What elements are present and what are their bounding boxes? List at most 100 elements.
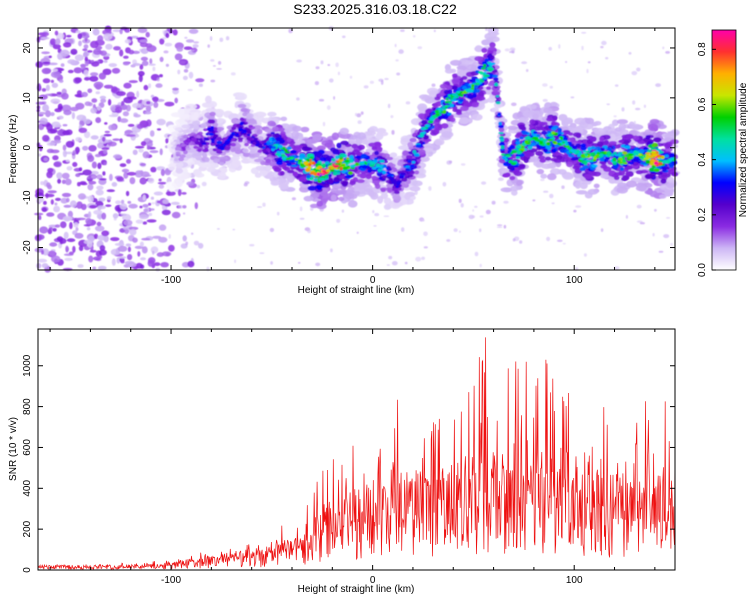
- spectrogram-noise-blob: [474, 205, 478, 208]
- spectrogram-ridge-blob: [327, 178, 334, 184]
- spectrogram-ridge-blob: [411, 160, 416, 164]
- spectrogram-noise-blob: [575, 205, 582, 208]
- spectrogram-noise-blob: [94, 225, 105, 232]
- spectrogram-noise-blob: [90, 170, 99, 175]
- spectrogram-noise-blob: [144, 111, 152, 115]
- spectrogram-ridge-blob: [272, 133, 279, 138]
- spectrogram-noise-blob: [139, 162, 146, 167]
- spectrogram-ridge-blob: [655, 171, 663, 176]
- spectrogram-noise-blob: [472, 209, 475, 212]
- spectrogram-ridge-blob: [471, 113, 483, 121]
- spectrogram-ridge-blob: [444, 101, 449, 104]
- spectrogram-noise-blob: [142, 204, 149, 208]
- spectrogram-noise-blob: [51, 121, 61, 128]
- spectrogram-noise-blob: [93, 233, 99, 239]
- spectrogram-ridge-blob: [594, 146, 601, 151]
- spectrogram-noise-blob: [543, 190, 549, 193]
- spectrogram-noise-blob: [182, 75, 188, 81]
- spectrogram-noise-blob: [126, 159, 131, 164]
- spectrogram-noise-blob: [60, 221, 67, 229]
- spectrogram-ridge-blob: [576, 149, 580, 154]
- spectrogram-noise-blob: [639, 222, 645, 225]
- spectrogram-noise-blob: [190, 50, 195, 52]
- spectrogram-noise-blob: [157, 181, 167, 185]
- spectrogram-noise-blob: [119, 163, 127, 168]
- spectrogram-ridge-blob: [176, 180, 183, 188]
- spectrogram-noise-blob: [120, 213, 127, 216]
- spectrogram-noise-blob: [291, 197, 296, 201]
- spectrogram-ridge-blob: [237, 103, 247, 108]
- spectrogram-ridge-blob: [193, 145, 199, 149]
- spectrogram-ridge-blob: [459, 117, 470, 125]
- spectrogram-ridge-blob: [332, 171, 338, 176]
- spectrogram-noise-blob: [182, 205, 187, 209]
- spectrogram-noise-blob: [479, 228, 482, 233]
- spectrogram-ridge-blob: [444, 68, 454, 74]
- spectrogram-ridge-blob: [336, 142, 342, 149]
- spectrogram-noise-blob: [101, 212, 107, 220]
- spectrogram-noise-blob: [92, 28, 100, 36]
- spectrogram-noise-blob: [98, 72, 106, 80]
- spectrogram-ridge-blob: [331, 132, 340, 141]
- spectrogram-ridge-blob: [529, 143, 537, 147]
- spectrogram-ridge-blob: [563, 117, 574, 125]
- spectrogram-noise-blob: [159, 148, 163, 156]
- spectrogram-ridge-blob: [398, 145, 410, 150]
- spectrogram-ridge-blob: [292, 125, 302, 132]
- spectrogram-ridge-blob: [257, 149, 263, 153]
- spectrogram-ridge-blob: [186, 140, 191, 143]
- spectrogram-noise-blob: [565, 61, 568, 63]
- spectrogram-ridge-blob: [231, 156, 240, 161]
- spectrogram-noise-blob: [88, 211, 92, 219]
- spectrogram-ridge-blob: [664, 143, 671, 149]
- spectrogram-ridge-blob: [254, 111, 267, 118]
- spectrogram-ridge-blob: [515, 179, 523, 186]
- spectrogram-noise-blob: [101, 147, 110, 151]
- spectrogram-noise-blob: [99, 178, 107, 181]
- spectrogram-ridge-blob: [563, 136, 568, 141]
- spectrogram-noise-blob: [96, 185, 104, 190]
- spectrogram-noise-blob: [62, 130, 71, 136]
- spectrogram-noise-blob: [103, 33, 113, 40]
- spectrogram-ridge-blob: [456, 65, 467, 70]
- spectrogram-ridge-blob: [570, 145, 578, 149]
- spectrogram-noise-blob: [46, 182, 51, 188]
- spectrogram-noise-blob: [458, 230, 461, 233]
- spectrogram-noise-blob: [171, 201, 180, 205]
- spectrogram-noise-blob: [57, 106, 64, 110]
- spectrogram-ridge-blob: [530, 104, 537, 110]
- spectrogram-ridge-blob: [626, 133, 634, 139]
- spectrogram-noise-blob: [600, 45, 604, 49]
- spectrogram-noise-blob: [34, 212, 44, 216]
- spectrogram-noise-blob: [270, 261, 273, 265]
- spectrogram-noise-blob: [87, 183, 94, 191]
- spectrogram-noise-blob: [146, 45, 157, 53]
- spectrogram-noise-blob: [146, 219, 157, 223]
- spectrogram-noise-blob: [62, 124, 68, 127]
- spectrogram-noise-blob: [152, 66, 156, 72]
- spectrogram-noise-blob: [542, 98, 548, 102]
- spectrogram-noise-blob: [548, 46, 552, 51]
- spectrogram-ridge-blob: [622, 155, 626, 160]
- spectrogram-ridge-blob: [575, 133, 582, 139]
- spectrogram-noise-blob: [47, 228, 53, 235]
- spectrogram-noise-blob: [164, 101, 175, 107]
- spectrogram-ridge-blob: [445, 85, 452, 90]
- spectrogram-ridge-blob: [638, 149, 645, 153]
- spectrogram-ridge-blob: [276, 127, 285, 132]
- spectrogram-noise-blob: [159, 38, 165, 45]
- spectrogram-noise-blob: [102, 68, 112, 76]
- spectrogram-ridge-blob: [330, 194, 337, 201]
- spectrogram-ridge-blob: [371, 175, 378, 180]
- spectrogram-ridge-blob: [466, 64, 477, 72]
- spectrogram-ridge-blob: [333, 176, 340, 182]
- spectrogram-noise-blob: [349, 75, 353, 79]
- spectrogram-ridge-blob: [363, 184, 373, 193]
- spectrogram-noise-blob: [119, 203, 128, 210]
- spectrogram-noise-blob: [314, 81, 319, 86]
- spectrogram-noise-blob: [188, 28, 199, 34]
- spectrogram-noise-blob: [56, 32, 65, 40]
- spectrogram-noise-blob: [134, 170, 144, 178]
- spectrogram-noise-blob: [98, 265, 107, 271]
